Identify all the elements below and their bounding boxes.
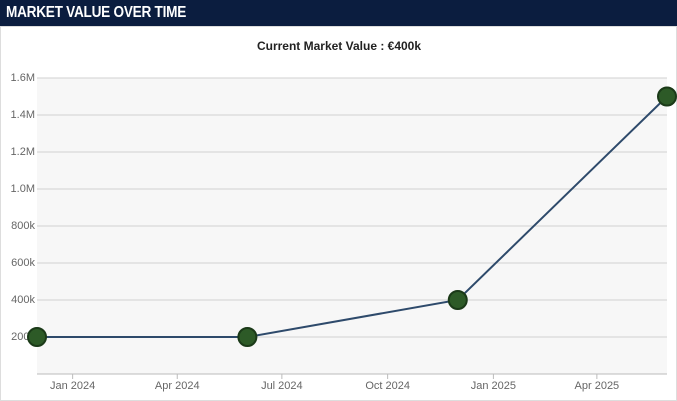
header-bar: MARKET VALUE OVER TIME xyxy=(0,0,677,26)
x-tick-label: Jan 2024 xyxy=(50,380,95,392)
x-tick-label: Oct 2024 xyxy=(365,380,410,392)
y-tick-label: 1.2M xyxy=(11,146,35,158)
y-tick-label: 1.0M xyxy=(11,183,35,195)
y-tick-label: 1.6M xyxy=(11,72,35,84)
marker xyxy=(447,290,468,310)
header-title: MARKET VALUE OVER TIME xyxy=(6,4,187,21)
y-tick-label: 800k xyxy=(11,220,35,232)
marker xyxy=(657,86,677,107)
y-tick-label: 400k xyxy=(11,294,35,306)
y-tick-label: 600k xyxy=(11,257,35,269)
chart: Current Market Value : €400k 200k400k600… xyxy=(0,26,677,401)
x-tick-label: Apr 2024 xyxy=(155,380,200,392)
chart-title: Current Market Value : €400k xyxy=(257,39,421,53)
x-tick-label: Apr 2025 xyxy=(575,380,620,392)
x-tick-label: Jul 2024 xyxy=(261,380,303,392)
line xyxy=(37,95,668,338)
x-tick-label: Jan 2025 xyxy=(471,380,516,392)
marker xyxy=(237,327,258,347)
y-tick-label: 1.4M xyxy=(11,109,35,121)
marker xyxy=(27,327,47,347)
